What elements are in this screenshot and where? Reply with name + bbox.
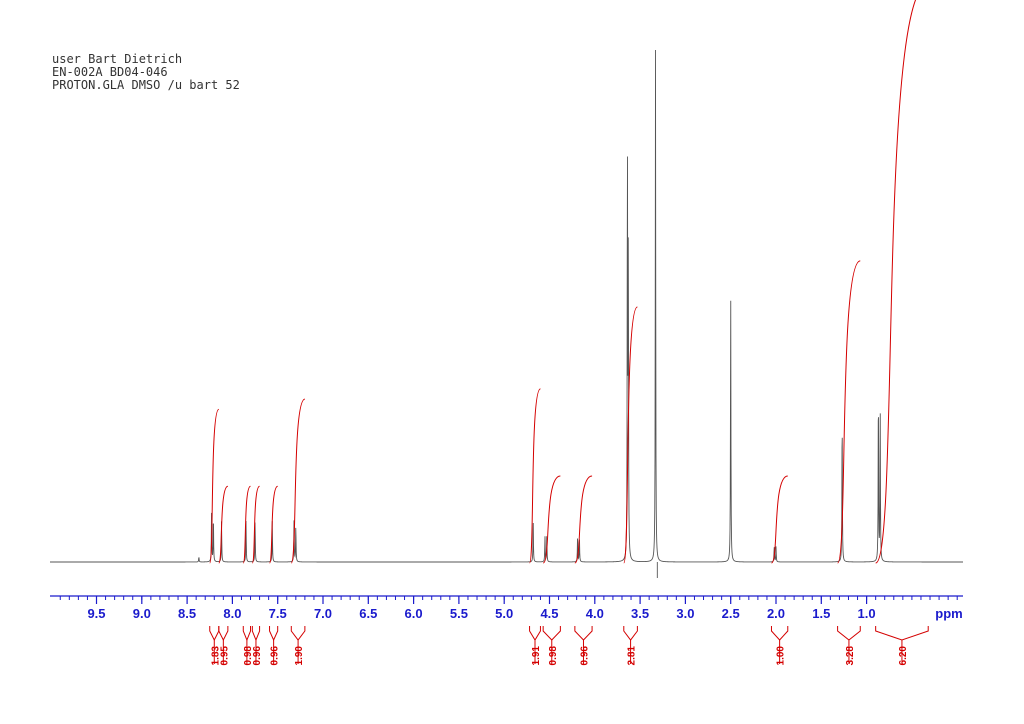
- axis-tick-label-7.0: 7.0: [314, 606, 332, 621]
- spectrum-trace-layer: [50, 50, 963, 578]
- axis-tick-label-4.5: 4.5: [540, 606, 558, 621]
- axis-tick-label-5.5: 5.5: [450, 606, 468, 621]
- axis-tick-label-1.0: 1.0: [858, 606, 876, 621]
- axis-tick-label-1.5: 1.5: [812, 606, 830, 621]
- integral-bracket-0.98: [543, 626, 560, 640]
- integral-value-label: 0.96: [270, 646, 281, 666]
- axis-tick-label-4.0: 4.0: [586, 606, 604, 621]
- integral-bracket-3.28: [838, 626, 861, 640]
- integral-curve-0.96: [252, 486, 259, 563]
- axis-tick-label-9.0: 9.0: [133, 606, 151, 621]
- integral-curve-1.83: [210, 409, 219, 563]
- integral-value-label: 3.28: [845, 646, 856, 666]
- integral-curve-1.91: [530, 389, 541, 563]
- axis-unit-label: ppm: [935, 606, 962, 621]
- integral-value-label: 0.96: [579, 646, 590, 666]
- integral-value-label: 0.96: [252, 646, 263, 666]
- integral-bracket-0.96: [575, 626, 592, 640]
- integral-curve-0.98: [543, 476, 560, 563]
- integral-bracket-0.96: [252, 626, 259, 640]
- integral-curve-2.81: [624, 307, 638, 563]
- axis-tick-label-7.5: 7.5: [269, 606, 287, 621]
- integral-curve-3.28: [838, 261, 861, 563]
- integral-value-label: 1.91: [531, 646, 542, 666]
- integral-bracket-0.96: [270, 626, 278, 640]
- integral-curve-0.95: [219, 486, 228, 563]
- spectrum-trace: [50, 50, 963, 562]
- integral-value-label: 6.20: [898, 646, 909, 666]
- ppm-axis: 9.5 9.0 8.5 8.0 7.5 7.0 6.5 6.0 5.5 5.0 4.5 4.0 3.5 3…: [50, 596, 963, 621]
- integral-curve-0.96: [270, 486, 278, 563]
- integral-value-label: 2.81: [627, 646, 638, 666]
- integral-curves-layer: [210, 0, 928, 563]
- integral-bracket-1.90: [291, 626, 305, 640]
- axis-tick-label-6.0: 6.0: [405, 606, 423, 621]
- integral-bracket-1.91: [530, 626, 541, 640]
- integral-value-label: 0.98: [548, 646, 559, 666]
- axis-tick-label-9.5: 9.5: [87, 606, 105, 621]
- axis-tick-label-8.5: 8.5: [178, 606, 196, 621]
- axis-tick-label-2.5: 2.5: [722, 606, 740, 621]
- integral-bracket-6.20: [876, 626, 929, 640]
- axis-tick-label-2.0: 2.0: [767, 606, 785, 621]
- axis-tick-label-5.0: 5.0: [495, 606, 513, 621]
- integral-value-label: 1.90: [294, 646, 305, 666]
- integral-bracket-2.81: [624, 626, 638, 640]
- integral-bracket-0.95: [219, 626, 228, 640]
- axis-tick-label-3.0: 3.0: [676, 606, 694, 621]
- integral-value-label: 1.00: [776, 646, 787, 666]
- integral-bracket-0.98: [243, 626, 250, 640]
- integral-bracket-1.83: [210, 626, 219, 640]
- integral-bracket-1.00: [771, 626, 787, 640]
- integral-curve-6.20: [876, 0, 929, 563]
- axis-tick-label-6.5: 6.5: [359, 606, 377, 621]
- integral-curve-1.90: [291, 399, 305, 563]
- integral-value-label: 0.95: [219, 646, 230, 666]
- axis-tick-label-3.5: 3.5: [631, 606, 649, 621]
- integral-labels-layer: 1.830.95 0.980.96 0.96 1.90 1.91 0.98 0.96 2.81…: [210, 626, 928, 665]
- axis-tick-label-8.0: 8.0: [223, 606, 241, 621]
